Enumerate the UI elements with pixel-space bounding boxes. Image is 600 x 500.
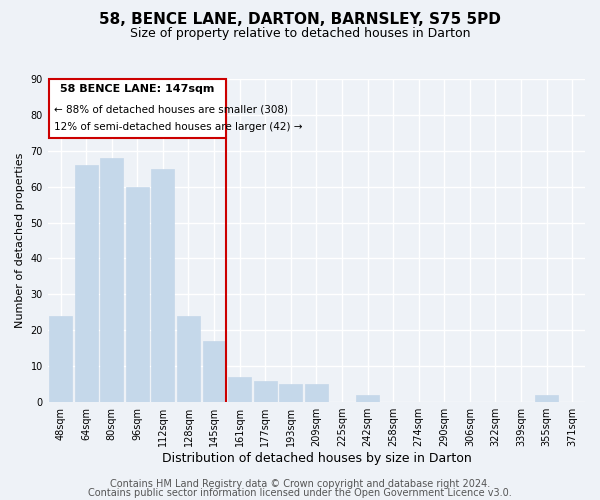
Bar — [356, 395, 379, 402]
Bar — [203, 341, 226, 402]
Y-axis label: Number of detached properties: Number of detached properties — [15, 153, 25, 328]
Text: ← 88% of detached houses are smaller (308): ← 88% of detached houses are smaller (30… — [54, 104, 288, 114]
Bar — [280, 384, 302, 402]
X-axis label: Distribution of detached houses by size in Darton: Distribution of detached houses by size … — [161, 452, 471, 465]
Bar — [535, 395, 558, 402]
Text: 58 BENCE LANE: 147sqm: 58 BENCE LANE: 147sqm — [60, 84, 215, 94]
FancyBboxPatch shape — [49, 79, 226, 138]
Text: Contains public sector information licensed under the Open Government Licence v3: Contains public sector information licen… — [88, 488, 512, 498]
Text: Size of property relative to detached houses in Darton: Size of property relative to detached ho… — [130, 28, 470, 40]
Bar — [254, 380, 277, 402]
Text: 58, BENCE LANE, DARTON, BARNSLEY, S75 5PD: 58, BENCE LANE, DARTON, BARNSLEY, S75 5P… — [99, 12, 501, 28]
Text: Contains HM Land Registry data © Crown copyright and database right 2024.: Contains HM Land Registry data © Crown c… — [110, 479, 490, 489]
Bar — [305, 384, 328, 402]
Bar — [151, 168, 175, 402]
Bar — [74, 165, 98, 402]
Bar — [177, 316, 200, 402]
Bar — [126, 186, 149, 402]
Bar — [49, 316, 72, 402]
Text: 12% of semi-detached houses are larger (42) →: 12% of semi-detached houses are larger (… — [54, 122, 302, 132]
Bar — [100, 158, 123, 402]
Bar — [228, 377, 251, 402]
